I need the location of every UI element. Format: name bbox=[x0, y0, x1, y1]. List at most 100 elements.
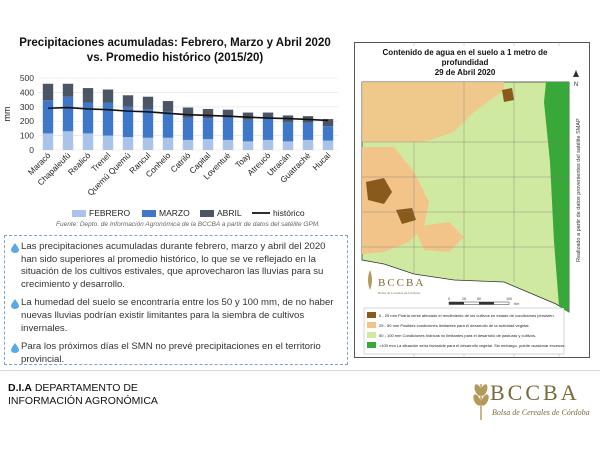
bar-abril bbox=[262, 112, 274, 119]
legend-swatch-50-100 bbox=[367, 332, 376, 338]
legend-swatch bbox=[200, 210, 214, 217]
legend-label: FEBRERO bbox=[89, 208, 130, 218]
historico-line bbox=[47, 106, 329, 122]
bar-marzo bbox=[162, 111, 174, 138]
bar-abril bbox=[182, 107, 194, 118]
bar-febrero bbox=[82, 133, 94, 150]
svg-text:Km: Km bbox=[514, 302, 519, 306]
bar-abril bbox=[322, 119, 334, 127]
svg-text:0: 0 bbox=[448, 297, 450, 301]
bar-febrero bbox=[122, 137, 134, 150]
info-paragraph-3: Para los próximos días el SMN no prevé p… bbox=[11, 341, 341, 366]
bar-febrero bbox=[322, 140, 334, 150]
bar-abril bbox=[122, 95, 134, 107]
bar-marzo bbox=[202, 118, 214, 140]
precipitation-chart: mm0100200300400500MaracóChapaleufúRealic… bbox=[2, 73, 338, 218]
legend-swatch bbox=[142, 210, 156, 217]
bar-marzo bbox=[242, 119, 254, 142]
bccba-logo-subtitle: Bolsa de Cereales de Córdoba bbox=[492, 408, 590, 417]
bar-abril bbox=[242, 112, 254, 120]
bar-febrero bbox=[182, 139, 194, 150]
info-text-2: La humedad del suelo se encontraría entr… bbox=[21, 297, 334, 334]
bar-febrero bbox=[102, 135, 114, 150]
svg-text:50: 50 bbox=[477, 297, 481, 301]
bar-marzo bbox=[142, 108, 154, 138]
info-paragraph-2: La humedad del suelo se encontraría entr… bbox=[11, 297, 341, 335]
north-arrow-icon: N bbox=[573, 70, 579, 88]
info-paragraph-1: Las precipitaciones acumuladas durante f… bbox=[11, 241, 341, 291]
bar-marzo bbox=[282, 121, 294, 142]
bar-febrero bbox=[202, 139, 214, 150]
chart-title: Precipitaciones acumuladas: Febrero, Mar… bbox=[19, 37, 331, 64]
bar-marzo bbox=[302, 122, 314, 140]
map-date: 29 de Abril 2020 bbox=[434, 68, 496, 77]
bar-marzo bbox=[182, 117, 194, 140]
svg-text:BCCBA: BCCBA bbox=[378, 277, 425, 289]
bar-marzo bbox=[222, 117, 234, 140]
water-drop-icon bbox=[11, 343, 19, 354]
bar-abril bbox=[62, 83, 74, 97]
svg-text:0 - 25 mm Podría verse afectad: 0 - 25 mm Podría verse afectado el rendi… bbox=[379, 313, 555, 318]
bar-febrero bbox=[222, 139, 234, 150]
bar-abril bbox=[202, 108, 214, 119]
legend-label: MARZO bbox=[159, 208, 190, 218]
map-side-note: Realizado a partir de datos provenientes… bbox=[576, 118, 582, 262]
x-tick-label: Hucal bbox=[310, 150, 332, 172]
bar-marzo bbox=[102, 102, 114, 136]
chart-source: Fuente: Depto. de Información Agronómica… bbox=[56, 221, 320, 228]
svg-text:Bolsa de Cereales de Córdoba: Bolsa de Cereales de Córdoba bbox=[378, 291, 421, 295]
bar-marzo bbox=[322, 126, 334, 141]
wheat-logo-icon bbox=[473, 384, 489, 420]
y-tick-label: 400 bbox=[20, 87, 34, 97]
bar-marzo bbox=[42, 100, 54, 134]
bar-febrero bbox=[262, 139, 274, 150]
info-box: Las precipitaciones acumuladas durante f… bbox=[4, 235, 348, 365]
dept-line-1: DEPARTAMENTO DE bbox=[31, 382, 138, 394]
map-logo: BCCBA Bolsa de Cereales de Córdoba bbox=[368, 270, 425, 295]
svg-text:>100 mm La situación sería fav: >100 mm La situación sería favorable par… bbox=[379, 343, 565, 348]
bar-marzo bbox=[62, 96, 74, 132]
map-title-text: Contenido de agua en el suelo a 1 metro … bbox=[382, 48, 548, 67]
bar-abril bbox=[102, 89, 114, 103]
bar-febrero bbox=[302, 139, 314, 150]
bar-febrero bbox=[62, 131, 74, 150]
legend-label: histórico bbox=[273, 208, 305, 218]
bar-abril bbox=[82, 88, 94, 103]
svg-text:25: 25 bbox=[462, 297, 466, 301]
bar-febrero bbox=[242, 141, 254, 150]
bar-marzo bbox=[122, 106, 134, 138]
bar-marzo bbox=[82, 102, 94, 134]
legend-label: ABRIL bbox=[217, 208, 242, 218]
svg-text:100: 100 bbox=[506, 297, 512, 301]
map-legend: 0 - 25 mm Podría verse afectado el rendi… bbox=[363, 307, 565, 355]
bar-febrero bbox=[42, 133, 54, 150]
y-axis-label: mm bbox=[2, 107, 12, 122]
info-text-1: Las precipitaciones acumuladas durante f… bbox=[21, 241, 326, 290]
y-tick-label: 500 bbox=[20, 73, 34, 83]
bar-febrero bbox=[162, 137, 174, 150]
soil-water-map: N BCCBA Bolsa de Cereales de Córdoba 0 2… bbox=[361, 42, 579, 358]
water-drop-icon bbox=[11, 243, 19, 253]
y-tick-label: 200 bbox=[20, 116, 34, 126]
legend-swatch-0-25 bbox=[367, 312, 376, 318]
footer-divider bbox=[0, 370, 600, 371]
svg-text:N: N bbox=[574, 82, 578, 88]
dept-line-2: INFORMACIÓN AGRONÓMICA bbox=[8, 395, 158, 407]
scale-bar: 0 25 50 100 Km bbox=[448, 297, 519, 306]
map-title: Contenido de agua en el suelo a 1 metro … bbox=[360, 48, 570, 78]
info-text-3: Para los próximos días el SMN no prevé p… bbox=[21, 341, 321, 365]
bar-abril bbox=[42, 83, 54, 101]
water-drop-icon bbox=[11, 299, 19, 310]
y-tick-label: 100 bbox=[20, 131, 34, 141]
legend-swatch-100plus bbox=[367, 342, 376, 348]
bar-febrero bbox=[282, 141, 294, 150]
svg-text:25 - 50 mm Posibles condicione: 25 - 50 mm Posibles condiciones limitant… bbox=[379, 323, 530, 328]
department-name: D.I.A DEPARTAMENTO DE INFORMACIÓN AGRONÓ… bbox=[8, 382, 158, 408]
bccba-logo-text: BCCBA bbox=[490, 380, 580, 405]
bar-marzo bbox=[262, 118, 274, 140]
y-tick-label: 300 bbox=[20, 102, 34, 112]
bar-febrero bbox=[142, 137, 154, 150]
legend-swatch bbox=[72, 210, 86, 217]
x-tick-label: Realicó bbox=[66, 150, 93, 177]
legend-swatch-25-50 bbox=[367, 322, 376, 328]
